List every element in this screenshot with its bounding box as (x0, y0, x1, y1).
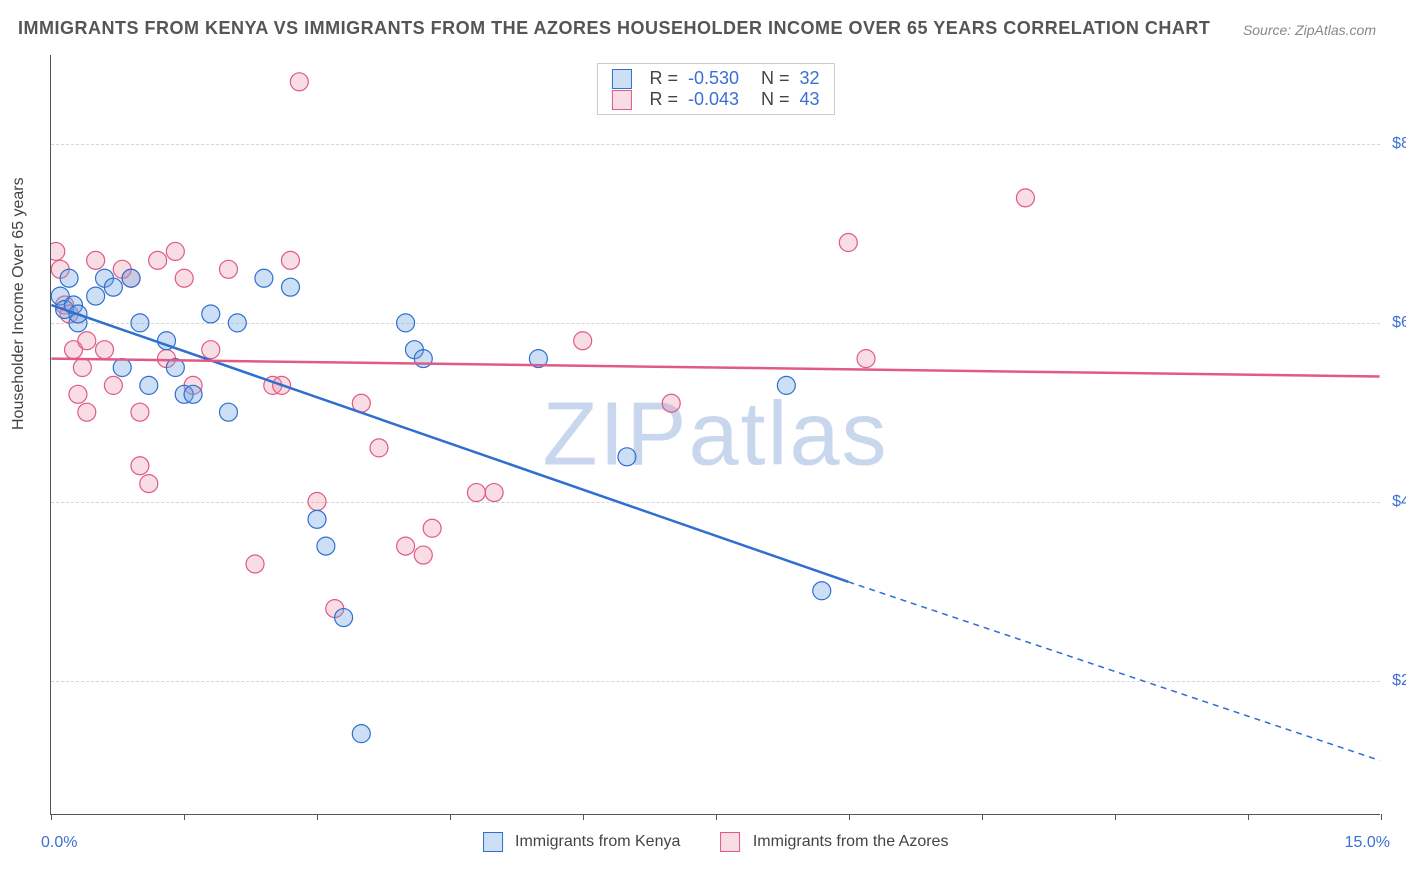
y-tick-label: $40,000 (1390, 493, 1406, 511)
y-axis-label: Householder Income Over 65 years (10, 177, 28, 430)
data-point (131, 314, 149, 332)
series-legend: Immigrants from Kenya Immigrants from th… (483, 832, 949, 852)
data-point (370, 439, 388, 457)
data-point (87, 287, 105, 305)
data-point (574, 332, 592, 350)
data-point (423, 519, 441, 537)
x-tick (982, 814, 983, 820)
x-tick (583, 814, 584, 820)
plot-area: ZIPatlas R = -0.530 N = 32 R = -0.043 N … (50, 55, 1380, 815)
data-point (140, 475, 158, 493)
x-tick (1381, 814, 1382, 820)
data-point (839, 234, 857, 252)
data-point (131, 403, 149, 421)
data-point (255, 269, 273, 287)
legend-r-label: R = (649, 89, 678, 110)
data-point (857, 350, 875, 368)
data-point (202, 305, 220, 323)
legend-label: Immigrants from Kenya (515, 833, 680, 850)
swatch-azores-icon (720, 832, 740, 852)
correlation-legend: R = -0.530 N = 32 R = -0.043 N = 43 (596, 63, 834, 115)
data-point (290, 73, 308, 91)
x-tick (716, 814, 717, 820)
y-tick-label: $80,000 (1390, 135, 1406, 153)
data-point (131, 457, 149, 475)
data-point (113, 359, 131, 377)
legend-r-value: -0.530 (688, 68, 739, 89)
data-point (96, 341, 114, 359)
data-point (414, 546, 432, 564)
data-point (281, 278, 299, 296)
data-point (104, 376, 122, 394)
legend-row-kenya: R = -0.530 N = 32 (611, 68, 819, 89)
x-tick (317, 814, 318, 820)
data-point (87, 251, 105, 269)
data-point (317, 537, 335, 555)
legend-n-value: 32 (800, 68, 820, 89)
legend-r-label: R = (649, 68, 678, 89)
legend-n-label: N = (761, 68, 790, 89)
legend-n-label: N = (761, 89, 790, 110)
legend-r-value: -0.043 (688, 89, 739, 110)
data-point (73, 359, 91, 377)
x-tick (1248, 814, 1249, 820)
data-point (308, 492, 326, 510)
data-point (467, 484, 485, 502)
swatch-kenya-icon (611, 69, 631, 89)
chart-title: IMMIGRANTS FROM KENYA VS IMMIGRANTS FROM… (18, 18, 1210, 39)
data-point (246, 555, 264, 573)
data-point (60, 269, 78, 287)
data-point (662, 394, 680, 412)
data-point (397, 537, 415, 555)
swatch-azores-icon (611, 90, 631, 110)
data-point (397, 314, 415, 332)
data-point (184, 385, 202, 403)
data-point (104, 278, 122, 296)
x-tick (51, 814, 52, 820)
data-point (777, 376, 795, 394)
data-point (166, 242, 184, 260)
data-point (1016, 189, 1034, 207)
swatch-kenya-icon (483, 832, 503, 852)
x-tick (450, 814, 451, 820)
x-axis-min-label: 0.0% (41, 834, 77, 852)
legend-label: Immigrants from the Azores (753, 833, 949, 850)
source-label: Source: ZipAtlas.com (1243, 22, 1376, 38)
data-point (335, 609, 353, 627)
data-point (228, 314, 246, 332)
data-point (78, 403, 96, 421)
x-tick (1115, 814, 1116, 820)
x-tick (849, 814, 850, 820)
data-point (813, 582, 831, 600)
chart-svg (51, 55, 1380, 814)
data-point (78, 332, 96, 350)
data-point (308, 510, 326, 528)
data-point (140, 376, 158, 394)
data-point (219, 403, 237, 421)
data-point (618, 448, 636, 466)
data-point (202, 341, 220, 359)
data-point (122, 269, 140, 287)
data-point (51, 242, 65, 260)
x-axis-max-label: 15.0% (1345, 834, 1390, 852)
data-point (149, 251, 167, 269)
trend-line-extrapolated (848, 582, 1379, 761)
legend-row-azores: R = -0.043 N = 43 (611, 89, 819, 110)
x-tick (184, 814, 185, 820)
data-point (485, 484, 503, 502)
data-point (352, 725, 370, 743)
data-point (69, 385, 87, 403)
data-point (175, 269, 193, 287)
legend-item-azores: Immigrants from the Azores (720, 832, 948, 852)
y-tick-label: $20,000 (1390, 672, 1406, 690)
data-point (281, 251, 299, 269)
legend-item-kenya: Immigrants from Kenya (483, 832, 681, 852)
legend-n-value: 43 (800, 89, 820, 110)
trend-line (51, 305, 848, 582)
data-point (219, 260, 237, 278)
y-tick-label: $60,000 (1390, 314, 1406, 332)
